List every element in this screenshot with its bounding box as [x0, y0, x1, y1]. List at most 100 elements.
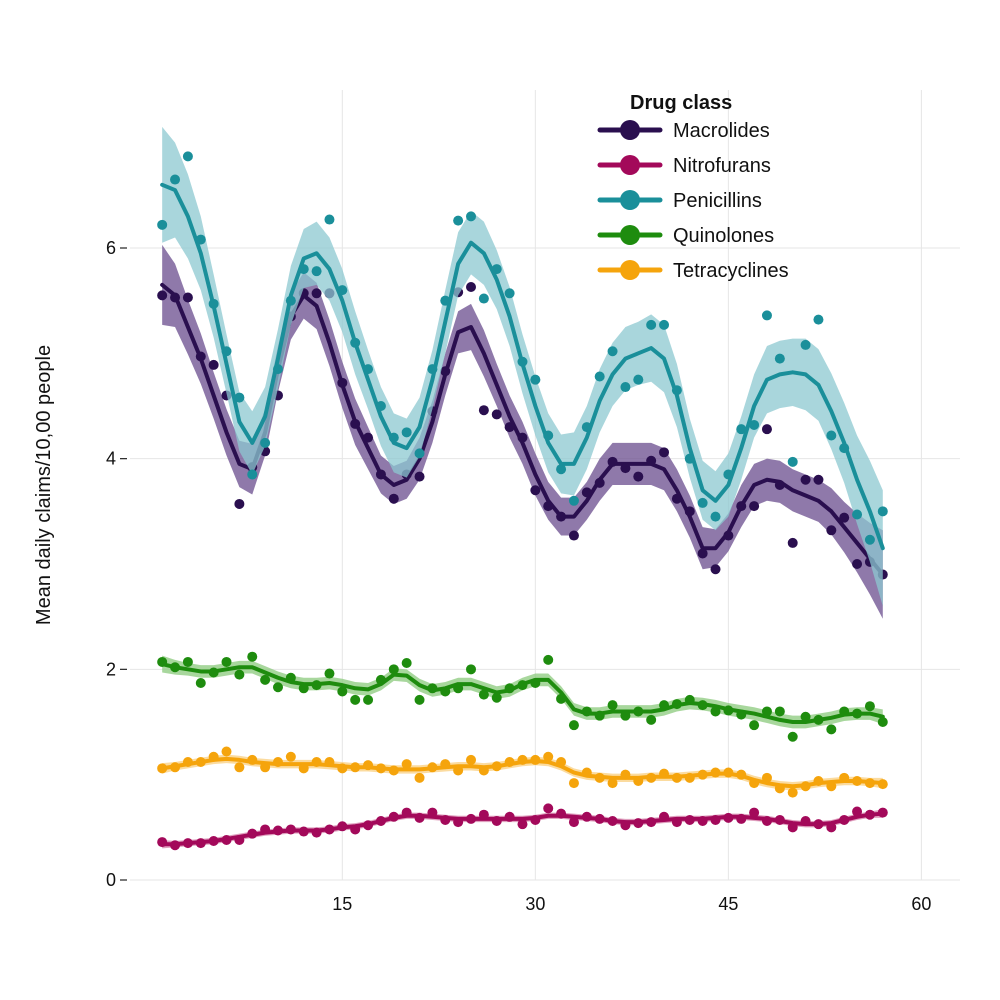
data-point-penicillins: [556, 464, 567, 475]
data-point-tetracyclines: [517, 754, 528, 765]
data-point-tetracyclines: [491, 761, 502, 772]
data-point-quinolones: [543, 654, 554, 665]
plot-area: [157, 126, 888, 851]
data-point-quinolones: [182, 656, 193, 667]
data-point-tetracyclines: [453, 765, 464, 776]
data-point-quinolones: [375, 674, 386, 685]
data-point-tetracyclines: [594, 772, 605, 783]
data-point-penicillins: [723, 469, 734, 480]
y-tick-label: 2: [106, 659, 116, 679]
data-point-tetracyclines: [440, 759, 451, 770]
data-point-tetracyclines: [466, 754, 477, 765]
data-point-penicillins: [414, 448, 425, 459]
data-point-quinolones: [620, 710, 631, 721]
data-point-penicillins: [659, 319, 670, 330]
data-point-quinolones: [234, 669, 245, 680]
data-point-nitrofurans: [852, 806, 863, 817]
data-point-quinolones: [787, 731, 798, 742]
data-point-tetracyclines: [839, 772, 850, 783]
data-point-tetracyclines: [311, 757, 322, 768]
data-point-quinolones: [427, 683, 438, 694]
data-point-macrolides: [671, 493, 682, 504]
data-point-tetracyclines: [298, 763, 309, 774]
legend-label: Tetracyclines: [673, 260, 789, 282]
data-point-penicillins: [427, 364, 438, 375]
data-point-macrolides: [723, 530, 734, 541]
data-point-nitrofurans: [285, 824, 296, 835]
data-point-nitrofurans: [671, 817, 682, 828]
data-point-quinolones: [710, 706, 721, 717]
data-point-tetracyclines: [272, 757, 283, 768]
data-point-nitrofurans: [401, 807, 412, 818]
data-point-quinolones: [607, 700, 618, 711]
data-point-tetracyclines: [260, 762, 271, 773]
data-point-tetracyclines: [684, 772, 695, 783]
data-point-quinolones: [697, 700, 708, 711]
y-axis-title: Mean daily claims/10,00 people: [33, 345, 55, 625]
data-point-nitrofurans: [826, 822, 837, 833]
data-point-penicillins: [530, 374, 541, 385]
data-point-quinolones: [363, 694, 374, 705]
data-point-macrolides: [170, 292, 181, 303]
legend-title: Drug class: [630, 92, 732, 114]
data-point-macrolides: [839, 512, 850, 523]
data-point-nitrofurans: [350, 824, 361, 835]
data-point-nitrofurans: [234, 834, 245, 845]
legend-item-quinolones: Quinolones: [597, 225, 774, 247]
data-point-nitrofurans: [864, 809, 875, 820]
data-point-tetracyclines: [337, 763, 348, 774]
data-point-penicillins: [877, 506, 888, 517]
data-point-tetracyclines: [787, 787, 798, 798]
data-point-penicillins: [440, 295, 451, 306]
legend-item-penicillins: Penicillins: [597, 190, 762, 212]
data-point-macrolides: [504, 422, 515, 433]
data-point-tetracyclines: [157, 763, 168, 774]
data-point-tetracyclines: [234, 762, 245, 773]
data-point-nitrofurans: [813, 819, 824, 830]
series-tetracyclines: [157, 746, 888, 798]
data-point-penicillins: [633, 374, 644, 385]
data-point-macrolides: [517, 432, 528, 443]
data-point-macrolides: [363, 432, 374, 443]
data-point-quinolones: [157, 656, 168, 667]
data-point-nitrofurans: [839, 814, 850, 825]
data-point-tetracyclines: [633, 775, 644, 786]
data-point-macrolides: [311, 288, 322, 299]
data-point-penicillins: [697, 497, 708, 508]
data-point-tetracyclines: [852, 775, 863, 786]
data-point-nitrofurans: [504, 811, 515, 822]
legend-label: Penicillins: [673, 190, 762, 212]
data-point-penicillins: [543, 430, 554, 441]
legend-item-nitrofurans: Nitrofurans: [597, 155, 771, 177]
data-point-quinolones: [594, 710, 605, 721]
data-point-tetracyclines: [581, 767, 592, 778]
data-point-quinolones: [208, 667, 219, 678]
data-point-penicillins: [787, 456, 798, 467]
x-tick-label: 60: [911, 894, 931, 914]
data-point-macrolides: [414, 471, 425, 482]
data-point-tetracyclines: [697, 769, 708, 780]
data-point-nitrofurans: [298, 826, 309, 837]
x-tick-label: 30: [525, 894, 545, 914]
data-point-macrolides: [826, 525, 837, 536]
data-point-tetracyclines: [350, 762, 361, 773]
data-point-nitrofurans: [530, 814, 541, 825]
data-point-tetracyclines: [620, 769, 631, 780]
data-point-tetracyclines: [877, 779, 888, 790]
legend-marker-swatch: [620, 190, 640, 210]
data-point-penicillins: [247, 469, 258, 480]
data-point-quinolones: [195, 678, 206, 689]
y-tick-label: 4: [106, 449, 116, 469]
data-point-penicillins: [736, 424, 747, 435]
data-point-quinolones: [633, 706, 644, 717]
data-point-macrolides: [337, 377, 348, 388]
data-point-macrolides: [813, 474, 824, 485]
data-point-penicillins: [337, 285, 348, 296]
data-point-quinolones: [260, 674, 271, 685]
data-point-macrolides: [659, 447, 670, 458]
data-point-tetracyclines: [208, 751, 219, 762]
data-point-penicillins: [620, 382, 631, 393]
data-point-quinolones: [852, 708, 863, 719]
data-point-tetracyclines: [826, 781, 837, 792]
data-point-tetracyclines: [247, 754, 258, 765]
